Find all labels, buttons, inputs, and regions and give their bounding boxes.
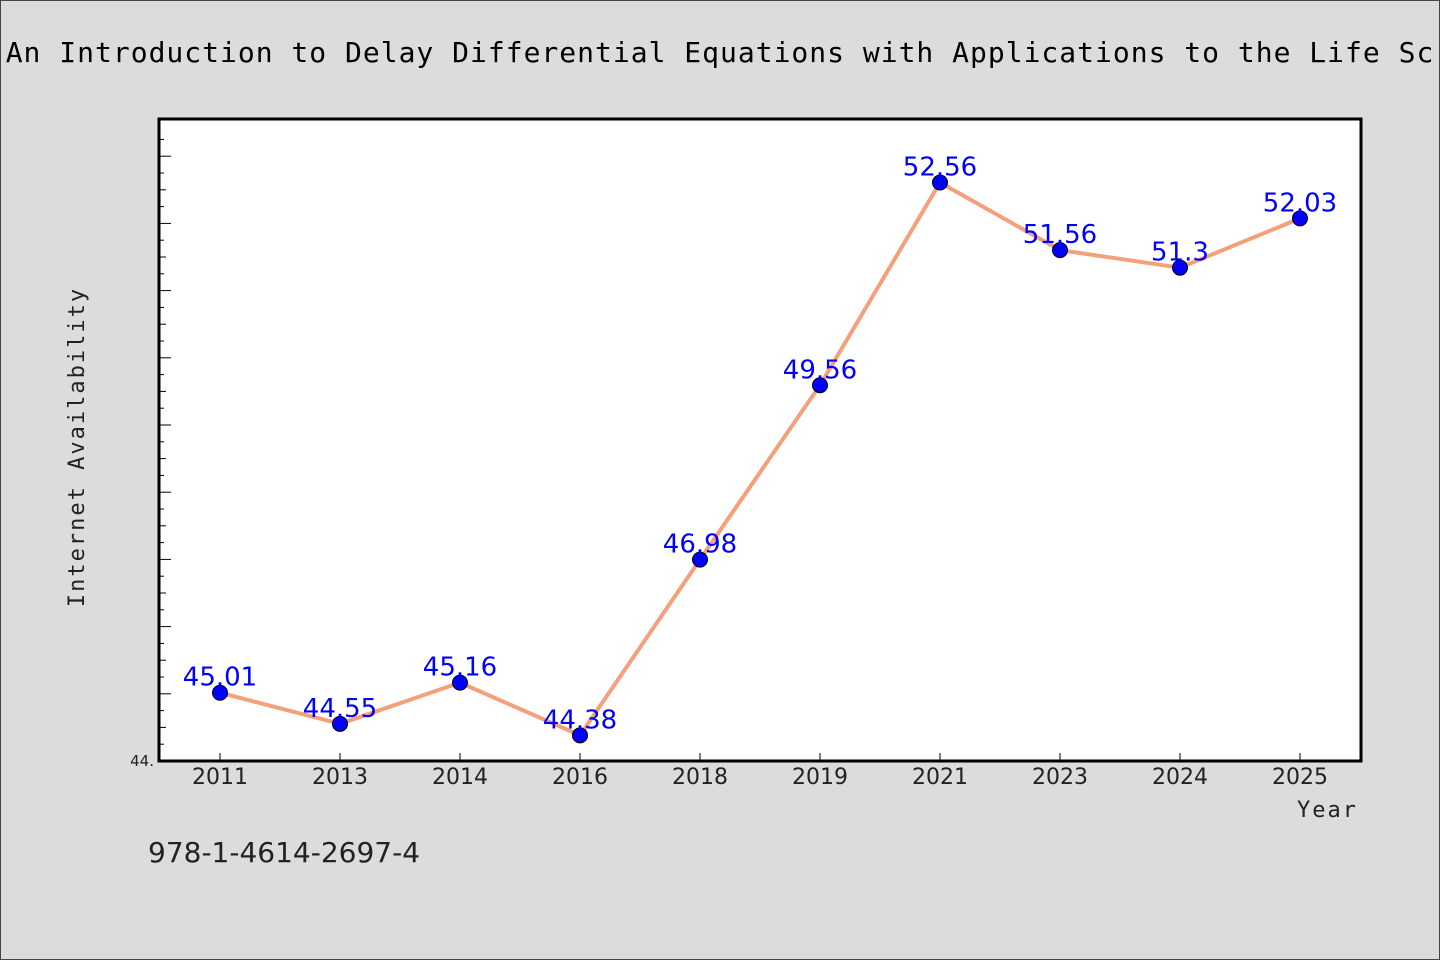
series-line (219, 180, 1301, 738)
data-label: 51.56 (1023, 220, 1097, 250)
data-point (1052, 242, 1068, 259)
data-label: 45.16 (423, 653, 497, 683)
data-point (932, 174, 948, 191)
y-tick-label: 44. (130, 752, 154, 770)
x-tick-label: 2014 (432, 765, 488, 790)
data-label: 51.3 (1151, 238, 1209, 268)
data-point (1292, 210, 1308, 227)
caption-text: 978-1-4614-2697-4 (148, 836, 420, 869)
data-point (692, 551, 708, 568)
chart-title: An Introduction to Delay Differential Eq… (6, 36, 1435, 69)
data-label: 52.56 (903, 153, 977, 183)
data-label: 46.98 (663, 530, 737, 560)
x-tick-label: 2013 (312, 765, 368, 790)
x-tick-label: 2016 (552, 765, 608, 790)
data-label: 45.01 (183, 663, 257, 693)
x-tick-label: 2021 (912, 765, 968, 790)
y-axis-label: Internet Availability (65, 287, 90, 607)
x-tick-label: 2025 (1272, 765, 1328, 790)
data-point (1172, 259, 1188, 276)
data-label: 52.03 (1263, 188, 1337, 218)
data-point (572, 727, 588, 744)
data-point (812, 377, 828, 394)
x-tick-label: 2023 (1032, 765, 1088, 790)
y-axis-ticks (159, 138, 171, 762)
x-axis-ticks: 2011 2013 2014 2016 2018 2019 2021 2023 2024 2025 (192, 753, 1328, 790)
data-point (452, 674, 468, 691)
x-axis-label: Year (1297, 798, 1358, 823)
series-layer: 45.01 44.55 45.16 44.38 46.98 49.56 52.56 51.56… (183, 153, 1337, 744)
x-tick-label: 2018 (672, 765, 728, 790)
data-point (332, 715, 348, 732)
x-tick-label: 2024 (1152, 765, 1208, 790)
x-tick-label: 2019 (792, 765, 848, 790)
plot-area (157, 117, 1363, 763)
data-label: 49.56 (783, 355, 857, 385)
data-label: 44.38 (543, 705, 617, 735)
x-tick-label: 2011 (192, 765, 248, 790)
data-point (212, 684, 228, 701)
data-label: 44.55 (303, 694, 377, 724)
